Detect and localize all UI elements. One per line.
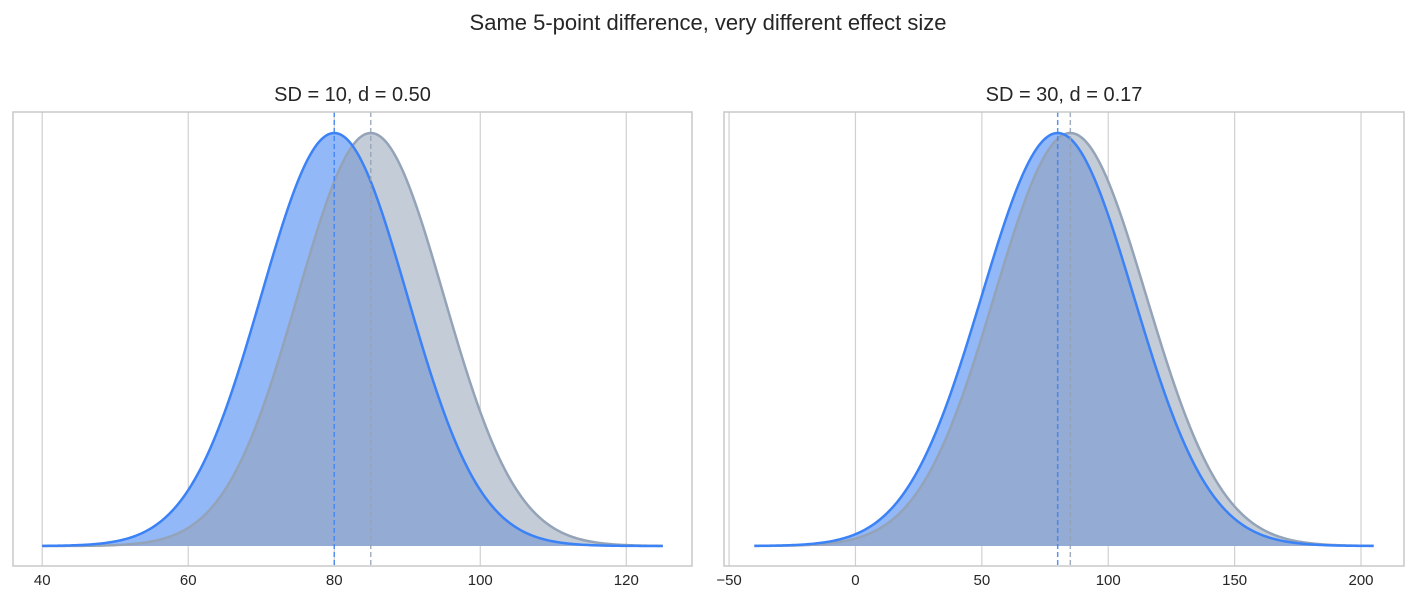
- figure-title: Same 5-point difference, very different …: [470, 10, 947, 35]
- x-tick-label: 0: [851, 572, 859, 589]
- x-tick-label: 50: [974, 572, 991, 589]
- x-tick-label: 60: [180, 572, 197, 589]
- x-tick-label: 120: [614, 572, 639, 589]
- x-tick-label: −50: [716, 572, 741, 589]
- overlap-area: [754, 134, 1374, 546]
- density-areas: [42, 133, 663, 546]
- overlap-area: [42, 145, 663, 546]
- x-tick-label: 40: [34, 572, 51, 589]
- panel-title: SD = 30, d = 0.17: [986, 84, 1143, 106]
- x-tick-label: 100: [1096, 572, 1121, 589]
- x-tick-label: 200: [1349, 572, 1374, 589]
- x-tick-label: 150: [1222, 572, 1247, 589]
- x-tick-label: 80: [326, 572, 343, 589]
- right-panel: SD = 30, d = 0.17 −50 0 50 100 150 200: [716, 84, 1405, 589]
- density-areas: [754, 133, 1374, 546]
- group-a-curve: [42, 131, 663, 548]
- left-panel: SD = 10, d = 0.50 40 60 80 100 120: [12, 84, 693, 589]
- x-tick-label: 100: [468, 572, 493, 589]
- axes-frame: [723, 111, 1405, 567]
- axes-frame: [12, 111, 693, 567]
- panel-title: SD = 10, d = 0.50: [274, 84, 431, 106]
- group-a-curve: [754, 131, 1374, 548]
